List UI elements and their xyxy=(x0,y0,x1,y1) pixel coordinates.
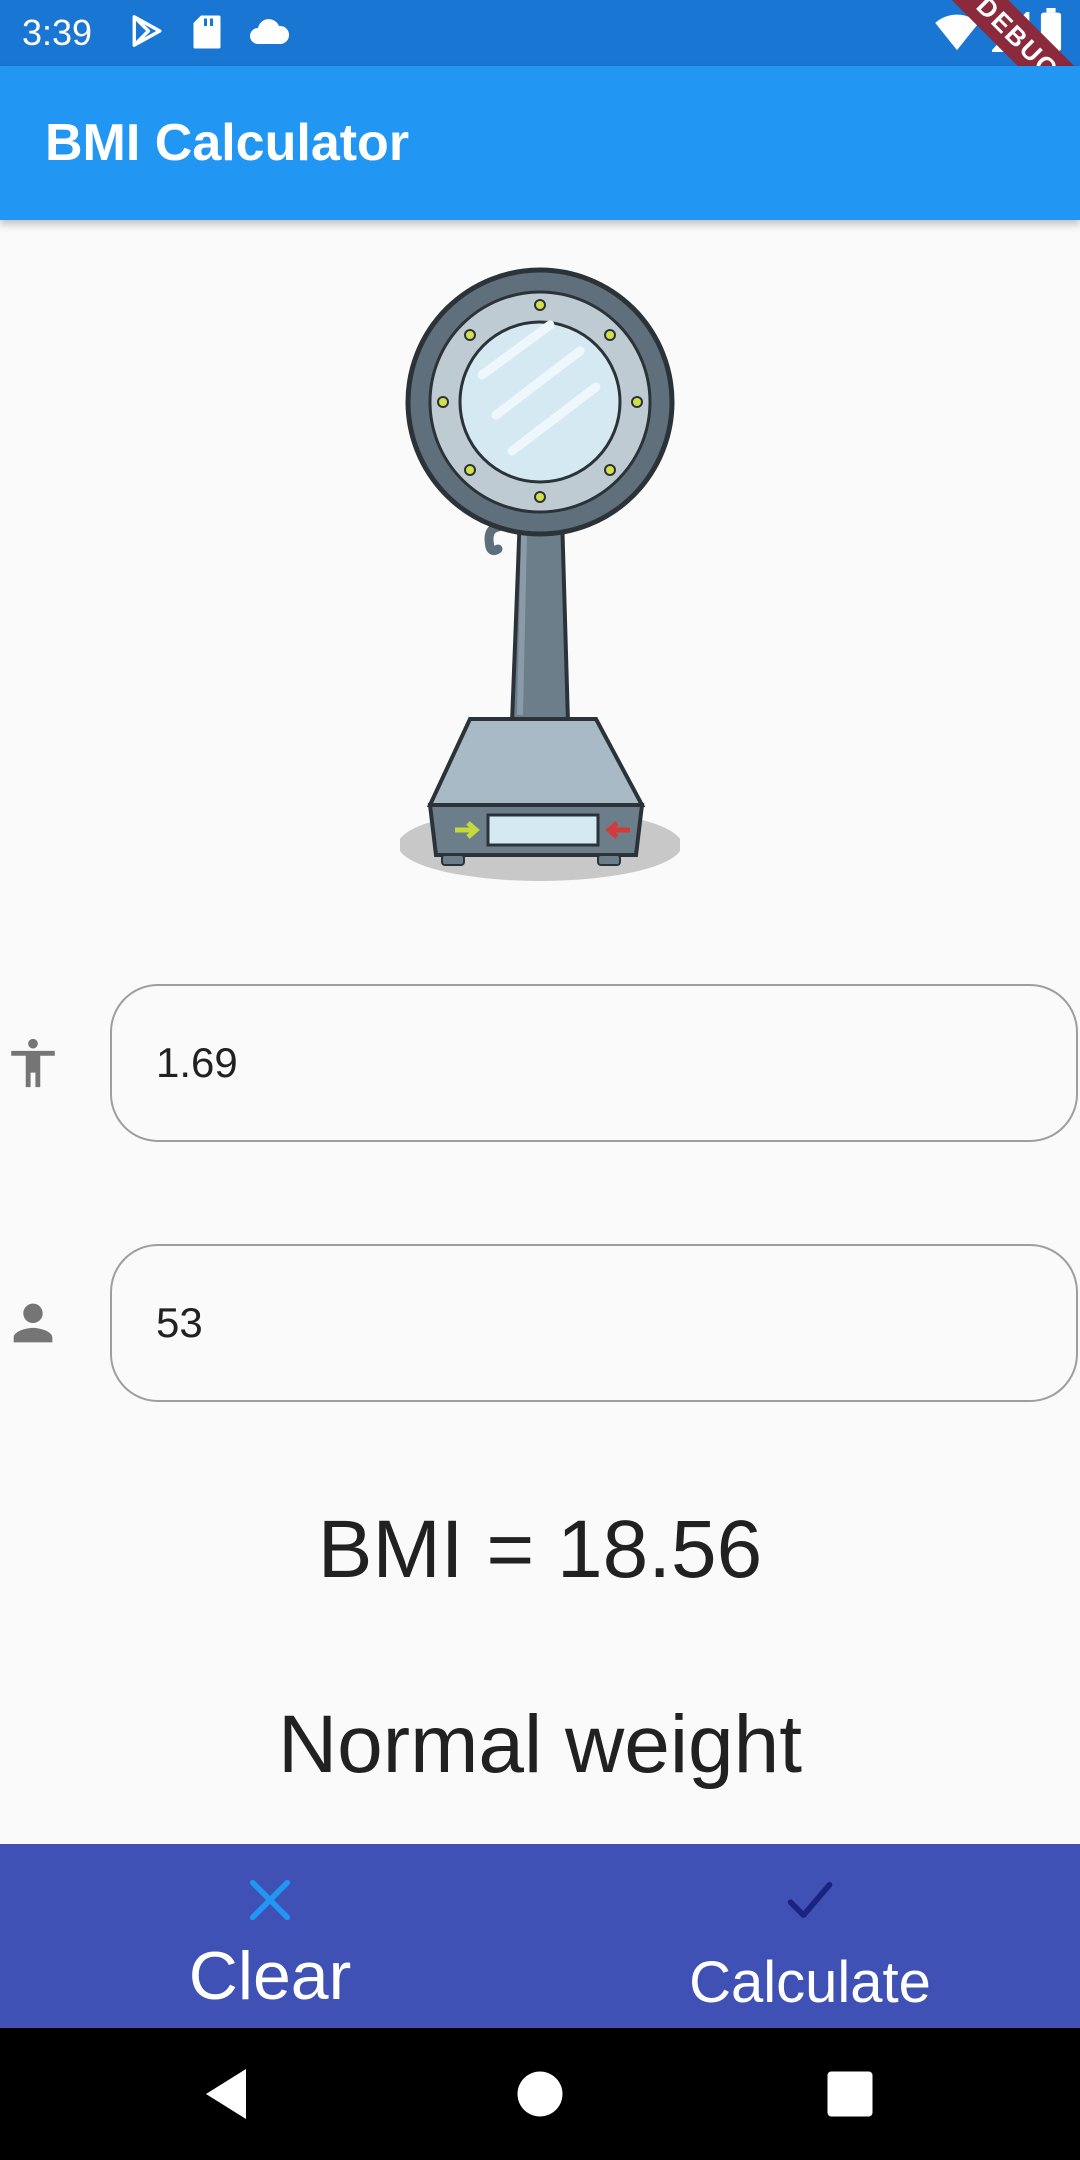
height-input[interactable] xyxy=(142,986,1056,1140)
sd-card-icon xyxy=(193,15,221,49)
home-icon[interactable] xyxy=(510,2064,570,2124)
calculate-button[interactable]: Calculate xyxy=(540,1844,1080,2028)
status-time: 3:39 xyxy=(22,12,93,53)
accessibility-icon xyxy=(11,1038,55,1088)
weight-field[interactable] xyxy=(110,1244,1078,1402)
height-field[interactable] xyxy=(110,984,1078,1142)
calculate-label: Calculate xyxy=(689,1950,931,2015)
bmi-result: BMI = 18.56 xyxy=(317,1504,763,1595)
back-icon[interactable] xyxy=(196,2064,256,2124)
weight-input[interactable] xyxy=(142,1246,1056,1400)
check-icon xyxy=(787,1882,833,1918)
clear-button[interactable]: Clear xyxy=(0,1844,540,2028)
weight-row xyxy=(0,1244,1080,1404)
action-bar: Clear Calculate xyxy=(0,1844,1080,2028)
play-store-icon xyxy=(132,15,162,47)
weighing-scale-icon xyxy=(400,267,680,881)
height-row xyxy=(0,984,1080,1144)
cloud-icon xyxy=(250,19,290,44)
status-bar: 3:39 DEBUG xyxy=(0,0,1080,137)
app-bar: BMI Calculator xyxy=(0,66,1080,220)
navigation-bar xyxy=(0,2028,1080,2160)
bmi-category: Normal weight xyxy=(277,1699,803,1790)
page-title: BMI Calculator xyxy=(45,114,410,172)
clear-label: Clear xyxy=(188,1938,352,2014)
person-icon xyxy=(13,1303,53,1343)
close-icon xyxy=(249,1879,291,1921)
wifi-icon xyxy=(935,14,979,51)
recents-icon[interactable] xyxy=(820,2064,880,2124)
